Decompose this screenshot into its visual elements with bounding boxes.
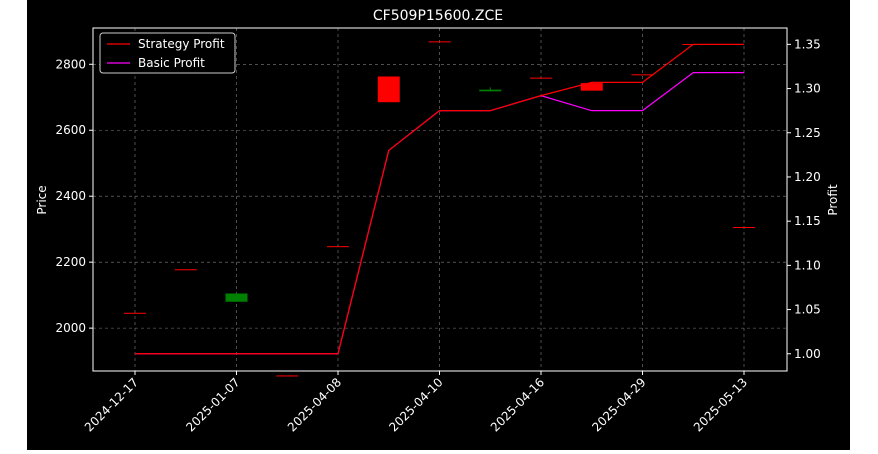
profit-lines (135, 43, 744, 355)
y2-tick-label: 1.20 (794, 170, 821, 184)
plot-frame (92, 27, 788, 372)
candle-body (479, 89, 502, 92)
y-axis-label: Price (35, 185, 49, 214)
x-tick-label: 2024-12-17 (82, 375, 141, 434)
legend-strategy-label: Strategy Profit (138, 37, 225, 51)
candle-body (428, 41, 451, 43)
y-ticks-right: 1.00 1.05 1.10 1.15 1.20 1.25 1.30 1.35 (787, 37, 821, 361)
y2-tick-label: 1.30 (794, 82, 821, 96)
x-tick-label: 2025-04-29 (589, 375, 648, 434)
y2-axis-label: Profit (826, 184, 840, 216)
x-ticks: 2024-12-17 2025-01-07 2025-04-08 2025-04-10… (82, 371, 750, 434)
candle-body (530, 77, 552, 79)
y-ticks-left: 2000 2200 2400 2600 2800 (55, 57, 93, 335)
y2-tick-label: 1.15 (794, 214, 821, 228)
axes (92, 27, 788, 372)
x-tick-label: 2025-05-13 (691, 375, 750, 434)
candle-body (631, 74, 654, 76)
candle-body (733, 227, 755, 229)
x-tick-label: 2025-01-07 (183, 375, 242, 434)
x-tick-label: 2025-04-08 (285, 375, 344, 434)
candle-body (124, 312, 146, 314)
y2-tick-label: 1.35 (794, 37, 821, 51)
y2-tick-label: 1.05 (794, 303, 821, 317)
strategy-profit-line (135, 43, 744, 355)
candle-body (174, 269, 197, 271)
candle-body (225, 293, 248, 302)
x-tick-label: 2025-04-10 (386, 375, 445, 434)
y-tick-label: 2200 (55, 255, 86, 269)
grid-lines (93, 28, 787, 371)
candle-body (580, 83, 603, 91)
candle-body (377, 76, 400, 103)
chart-title: CF509P15600.ZCE (373, 8, 503, 24)
x-tick-label: 2025-04-16 (488, 375, 547, 434)
chart-svg: 2000 2200 2400 2600 2800 1.00 1.05 1.10 1.15 1.2… (35, 8, 840, 434)
legend-basic-label: Basic Profit (138, 56, 205, 70)
y2-tick-label: 1.25 (794, 126, 821, 140)
y2-tick-label: 1.10 (794, 258, 821, 272)
chart-canvas: 2000 2200 2400 2600 2800 1.00 1.05 1.10 1.15 1.2… (27, 0, 850, 450)
legend: Strategy Profit Basic Profit (99, 32, 236, 74)
legend-box (99, 32, 236, 74)
y-tick-label: 2000 (55, 321, 86, 335)
candle-body (276, 375, 299, 377)
y-tick-label: 2600 (55, 123, 86, 137)
y-tick-label: 2800 (55, 57, 86, 71)
candle-body (327, 246, 349, 248)
y-tick-label: 2400 (55, 189, 86, 203)
y2-tick-label: 1.00 (794, 347, 821, 361)
